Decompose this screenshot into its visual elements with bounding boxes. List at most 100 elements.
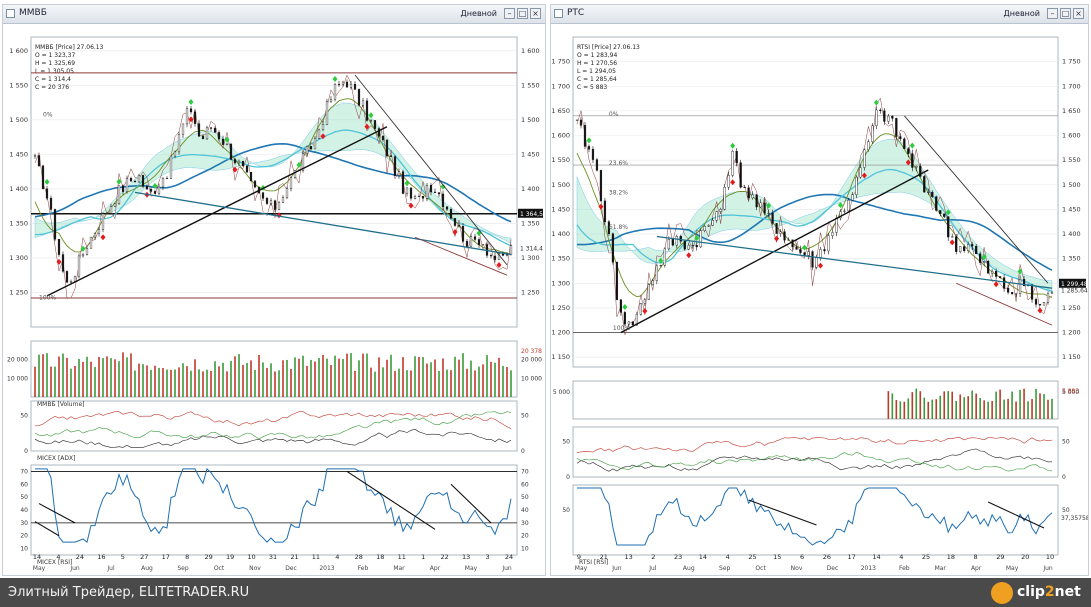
candle (939, 210, 942, 215)
volume-bar (282, 360, 284, 397)
volume-bar (194, 359, 196, 397)
buy-signal-marker (404, 180, 410, 187)
candle (751, 194, 754, 199)
candle (209, 127, 213, 129)
candle (951, 236, 954, 238)
volume-bar (354, 370, 356, 397)
x-month-label: May (1006, 565, 1019, 572)
period-label[interactable]: Дневной (1003, 9, 1040, 18)
buy-signal-marker (730, 142, 736, 149)
buy-signal-marker (802, 244, 808, 251)
candle (883, 110, 886, 122)
volume-bar (891, 393, 894, 419)
volume-bar (498, 357, 500, 397)
y-tick-label: 1 700 (551, 82, 570, 90)
candle (41, 165, 45, 190)
y-tick-label: 1 500 (521, 116, 540, 124)
window-titlebar[interactable]: РТС Дневной – □ × (551, 5, 1088, 24)
window-title: ММВБ (19, 8, 47, 18)
volume-bar (971, 390, 973, 419)
sell-signal-marker (861, 172, 867, 179)
candle (189, 108, 193, 113)
candle (723, 186, 726, 210)
volume-bar (414, 356, 416, 397)
volume-bar (178, 367, 180, 397)
price-info-text: C = 1 285,64 (577, 76, 617, 83)
y-tick-label: 1 450 (9, 150, 28, 158)
window-titlebar[interactable]: ММВБ Дневной – □ × (3, 5, 545, 24)
sell-signal-marker (56, 258, 62, 265)
buy-signal-marker (694, 235, 700, 242)
volume-bar (1011, 391, 1013, 419)
candle (45, 188, 49, 199)
trend-line (656, 235, 1053, 289)
period-label[interactable]: Дневной (460, 9, 497, 18)
y-tick-label: 1 200 (1062, 329, 1081, 337)
volume-bar (1047, 399, 1049, 419)
candle (655, 265, 658, 281)
close-icon[interactable]: × (1073, 8, 1084, 19)
x-month-label: Mar (393, 565, 405, 572)
volume-bar (202, 371, 204, 397)
minimize-icon[interactable]: – (504, 8, 515, 19)
volume-bar (959, 394, 961, 419)
mmvb-chart-window[interactable]: ММВБ Дневной – □ × 1 250 1 250 1 300 1 300 1… (2, 4, 546, 576)
volume-bar (294, 357, 296, 397)
rts-chart-window[interactable]: РТС Дневной – □ × 1 150 1 150 1 200 1 200 1 … (550, 4, 1089, 576)
candle (401, 171, 405, 194)
volume-bar (70, 368, 72, 397)
adx-line (34, 428, 512, 448)
maximize-icon[interactable]: □ (1060, 8, 1071, 19)
adx-panel (572, 426, 1059, 478)
candle (205, 127, 209, 140)
x-tick-label: 27 (140, 553, 148, 561)
volume-bar (154, 365, 156, 397)
y-tick-label: 1 400 (9, 185, 28, 193)
volume-tick-label: 5 000 (1062, 389, 1079, 396)
candle (727, 175, 730, 188)
close-icon[interactable]: × (530, 8, 541, 19)
candle (101, 213, 105, 230)
volume-bar (987, 401, 989, 419)
candle (583, 125, 587, 147)
volume-bar (138, 363, 140, 397)
volume-bar (306, 365, 308, 397)
candle (81, 254, 85, 257)
minimize-icon[interactable]: – (1047, 8, 1058, 19)
fib-label: 38.2% (609, 190, 628, 197)
x-tick-label: 22 (440, 553, 448, 561)
candle (895, 118, 898, 137)
volume-bar (322, 355, 324, 397)
x-tick-label: 3 (485, 553, 489, 561)
candle (157, 186, 161, 194)
volume-bar (991, 401, 993, 419)
y-tick-label: 1 350 (551, 255, 570, 263)
y-tick-label: 1 250 (1062, 304, 1081, 312)
candle (847, 199, 850, 212)
candle (413, 196, 417, 199)
volume-bar (919, 391, 922, 419)
volume-bar (422, 357, 424, 397)
x-tick-label: 21 (290, 553, 298, 561)
volume-bar (162, 368, 164, 397)
candle (357, 89, 361, 106)
candle (381, 136, 385, 141)
x-month-label: Apr (430, 565, 441, 572)
x-month-label: Dec (285, 565, 297, 572)
volume-bar (398, 368, 400, 397)
y-tick-label: 1 700 (1062, 82, 1081, 90)
maximize-icon[interactable]: □ (517, 8, 528, 19)
rsi-tick-label: 70 (521, 468, 529, 475)
candle (193, 111, 197, 124)
x-month-label: Dec (827, 565, 839, 572)
candle (249, 172, 253, 182)
volume-bar (42, 354, 44, 397)
x-month-label: Jul (106, 565, 115, 572)
candle (1003, 277, 1006, 289)
volume-bar (118, 361, 120, 397)
y-tick-label: 1 750 (551, 58, 570, 66)
volume-bar (134, 370, 136, 397)
volume-bar (102, 358, 104, 397)
